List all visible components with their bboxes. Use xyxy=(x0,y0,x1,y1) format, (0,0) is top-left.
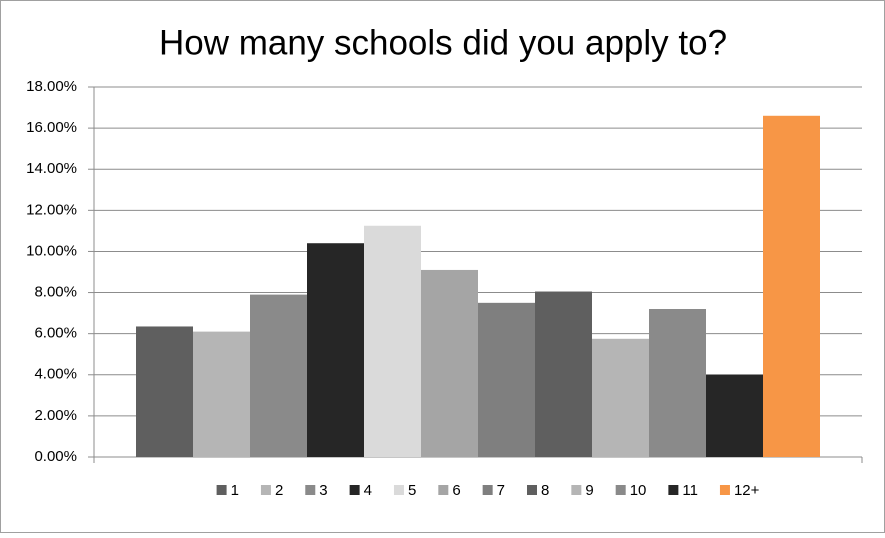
legend-label: 8 xyxy=(541,482,549,499)
bar xyxy=(706,374,763,457)
bar xyxy=(649,309,706,457)
y-tick-label: 8.00% xyxy=(34,284,77,301)
bar xyxy=(763,115,820,458)
y-tick-label: 16.00% xyxy=(26,119,77,136)
y-tick-label: 2.00% xyxy=(34,407,77,424)
legend-label: 4 xyxy=(364,482,372,499)
legend-swatch xyxy=(571,485,582,495)
bar xyxy=(136,326,193,457)
legend-label: 5 xyxy=(408,482,416,499)
bar xyxy=(307,243,364,457)
legend-label: 11 xyxy=(682,482,698,499)
legend-swatch xyxy=(719,485,730,495)
y-tick-label: 12.00% xyxy=(26,201,77,218)
legend-swatch xyxy=(393,485,404,495)
legend-swatch xyxy=(482,485,493,495)
y-tick-label: 4.00% xyxy=(34,366,77,383)
legend-label: 1 xyxy=(231,482,239,499)
legend-label: 10 xyxy=(630,482,647,499)
legend-swatch xyxy=(260,485,271,495)
legend-swatch xyxy=(668,485,679,495)
bar xyxy=(592,338,649,457)
bar xyxy=(421,269,478,457)
bar xyxy=(535,291,592,457)
legend-label: 3 xyxy=(319,482,327,499)
legend-swatch xyxy=(527,485,537,495)
bar xyxy=(364,225,421,457)
bar xyxy=(478,302,535,457)
legend-label: 9 xyxy=(585,482,593,499)
legend-label: 6 xyxy=(452,482,460,499)
bar xyxy=(250,294,307,457)
y-tick-label: 6.00% xyxy=(34,325,77,342)
y-tick-label: 10.00% xyxy=(26,242,77,259)
legend-label: 2 xyxy=(275,482,283,499)
legend-label: 12+ xyxy=(734,482,760,499)
legend-swatch xyxy=(305,485,316,495)
legend-swatch xyxy=(349,485,360,495)
y-tick-label: 14.00% xyxy=(26,160,77,177)
legend-swatch xyxy=(216,485,227,495)
legend-swatch xyxy=(615,485,626,495)
y-tick-label: 0.00% xyxy=(34,448,77,465)
chart-title: How many schools did you apply to? xyxy=(159,23,727,62)
y-tick-label: 18.00% xyxy=(26,78,77,95)
legend-swatch xyxy=(438,485,449,495)
legend-label: 7 xyxy=(497,482,505,499)
bar xyxy=(193,331,250,457)
